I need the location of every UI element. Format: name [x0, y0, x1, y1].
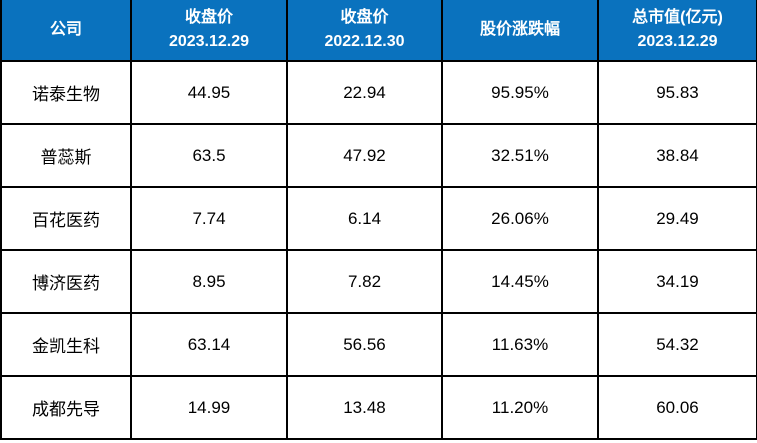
- cell-change: 32.51%: [441, 123, 599, 188]
- cell-company: 成都先导: [0, 375, 132, 440]
- header-close-2023-line2: 2023.12.29: [168, 33, 250, 50]
- cell-close_2023: 63.5: [130, 123, 288, 188]
- cell-company: 诺泰生物: [0, 60, 132, 125]
- header-close-2023: 收盘价 2023.12.29: [130, 0, 288, 62]
- cell-change: 11.63%: [441, 312, 599, 377]
- table-row: 普蕊斯 63.5 47.92 32.51% 38.84: [0, 123, 757, 188]
- table-body: 诺泰生物 44.95 22.94 95.95% 95.83 普蕊斯 63.5 47.92 32.…: [0, 60, 757, 440]
- cell-close_2023: 63.14: [130, 312, 288, 377]
- header-close-2023-line1: 收盘价: [184, 9, 233, 26]
- cell-market_cap: 29.49: [597, 186, 757, 251]
- cell-close_2023: 44.95: [130, 60, 288, 125]
- cell-change: 95.95%: [441, 60, 599, 125]
- table-row: 百花医药 7.74 6.14 26.06% 29.49: [0, 186, 757, 251]
- table-row: 金凯生科 63.14 56.56 11.63% 54.32: [0, 312, 757, 377]
- cell-change: 14.45%: [441, 249, 599, 314]
- header-company-line1: 公司: [49, 21, 82, 38]
- cell-close_2022: 13.48: [286, 375, 443, 440]
- header-change-line1: 股价涨跌幅: [479, 21, 560, 38]
- cell-close_2023: 14.99: [130, 375, 288, 440]
- header-market-cap-line1: 总市值(亿元): [632, 9, 723, 26]
- header-close-2022-line2: 2022.12.30: [324, 33, 405, 50]
- cell-market_cap: 54.32: [597, 312, 757, 377]
- cell-close_2022: 47.92: [286, 123, 443, 188]
- table-row: 博济医药 8.95 7.82 14.45% 34.19: [0, 249, 757, 314]
- header-market-cap-line2: 2023.12.29: [637, 33, 718, 50]
- cell-market_cap: 34.19: [597, 249, 757, 314]
- header-close-2022: 收盘价 2022.12.30: [286, 0, 443, 62]
- header-company: 公司: [0, 0, 132, 62]
- cell-company: 博济医药: [0, 249, 132, 314]
- cell-close_2023: 7.74: [130, 186, 288, 251]
- header-close-2022-line1: 收盘价: [340, 9, 389, 26]
- table-row: 诺泰生物 44.95 22.94 95.95% 95.83: [0, 60, 757, 125]
- cell-company: 百花医药: [0, 186, 132, 251]
- cell-close_2023: 8.95: [130, 249, 288, 314]
- cell-company: 普蕊斯: [0, 123, 132, 188]
- header-row: 公司 收盘价 2023.12.29 收盘价 2022.12.30 股价涨跌幅 总市值…: [0, 0, 757, 62]
- cell-market_cap: 38.84: [597, 123, 757, 188]
- cell-close_2022: 22.94: [286, 60, 443, 125]
- cell-close_2022: 7.82: [286, 249, 443, 314]
- cell-market_cap: 60.06: [597, 375, 757, 440]
- header-change: 股价涨跌幅: [441, 0, 599, 62]
- header-market-cap: 总市值(亿元) 2023.12.29: [597, 0, 757, 62]
- cell-change: 11.20%: [441, 375, 599, 440]
- cell-change: 26.06%: [441, 186, 599, 251]
- table-row: 成都先导 14.99 13.48 11.20% 60.06: [0, 375, 757, 440]
- cell-company: 金凯生科: [0, 312, 132, 377]
- cell-close_2022: 56.56: [286, 312, 443, 377]
- cell-market_cap: 95.83: [597, 60, 757, 125]
- cell-close_2022: 6.14: [286, 186, 443, 251]
